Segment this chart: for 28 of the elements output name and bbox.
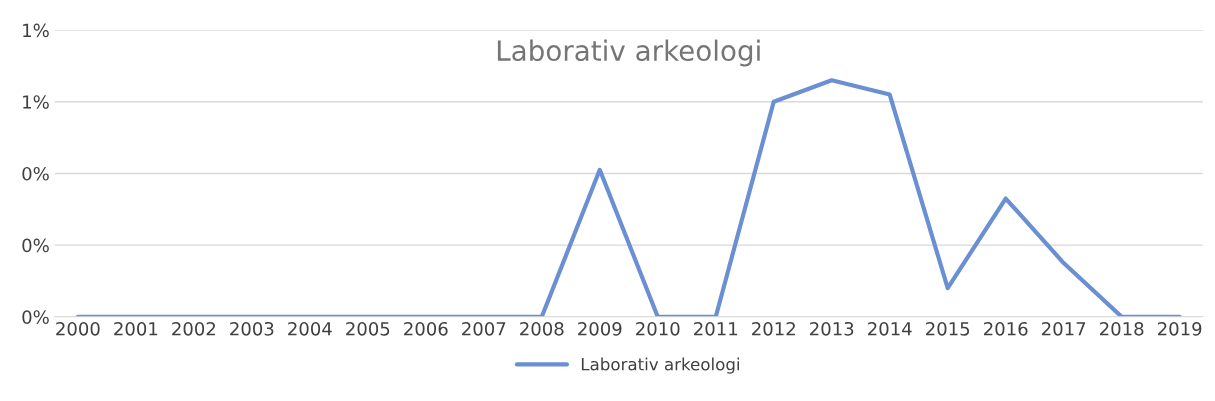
x-tick-label: 2011 [694,321,738,336]
x-tick-label: 2005 [346,321,390,336]
x-tick-label: 2013 [810,321,854,336]
y-tick-label: 1% [23,95,49,109]
chart-title: Laborativ arkeologi [497,39,760,67]
x-tick-label: 2008 [520,321,564,336]
x-tick-label: 2000 [56,321,100,336]
x-tick-label: 2014 [868,321,912,336]
x-tick-label: 2019 [1158,321,1202,336]
y-tick-label: 0% [22,310,49,324]
x-tick-label: 2017 [1042,321,1086,336]
legend-label: Laborativ arkeologi [581,357,739,374]
x-tick-label: 2007 [462,321,506,336]
x-tick-label: 2018 [1100,321,1144,336]
x-tick-label: 2004 [288,321,332,336]
x-tick-label: 2010 [636,321,680,336]
x-tick-label: 2016 [984,321,1028,336]
x-tick-label: 2002 [172,321,216,336]
x-tick-label: 2015 [926,321,970,336]
line-series [75,78,1182,317]
y-tick-label: 0% [22,238,49,253]
x-tick-label: 2003 [230,321,274,336]
y-tick-label: 1% [23,23,49,38]
x-tick-label: 2001 [114,321,158,336]
x-tick-label: 2006 [404,321,448,336]
x-tick-label: 2012 [752,321,795,336]
y-tick-label: 0% [22,166,49,181]
x-tick-label: 2009 [578,321,622,336]
